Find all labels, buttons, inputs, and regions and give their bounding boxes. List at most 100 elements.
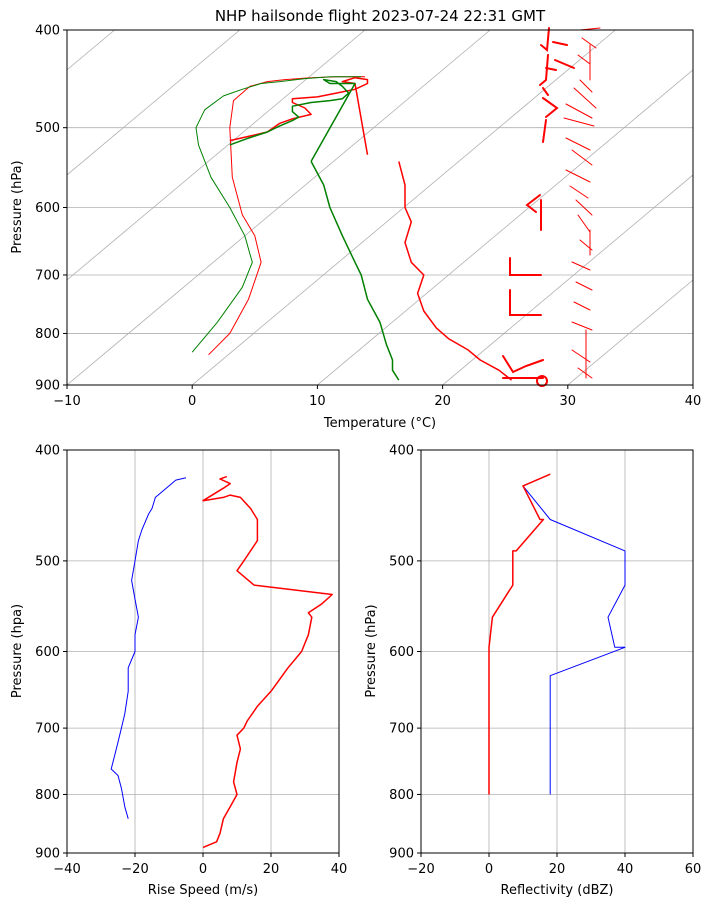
- wind-barb: [571, 261, 591, 271]
- x-tick-label: 60: [685, 862, 702, 877]
- rise-speed-ticks: 400 500 600 700 800 900−40 −20 0 20 40: [35, 444, 347, 878]
- isotherm: [67, 30, 491, 385]
- wind-barb: [577, 367, 593, 379]
- y-tick-label: 600: [35, 201, 60, 216]
- wind-barb: [542, 87, 549, 96]
- y-tick-label: 900: [35, 379, 60, 394]
- series-line: [110, 477, 187, 819]
- wind-barb: [573, 301, 591, 311]
- wind-barb: [540, 27, 550, 52]
- series-line: [202, 475, 333, 849]
- skewt-ylabel: Pressure (hPa): [10, 160, 25, 253]
- wind-barb: [581, 37, 597, 49]
- series-line: [310, 161, 400, 381]
- wind-barb: [563, 117, 595, 127]
- series-line: [488, 473, 551, 795]
- skewt-ticks: 400 500 600 700 800 900−10 0 10 20 30 40: [35, 24, 701, 410]
- wind-barb: [579, 239, 593, 251]
- x-tick-label: 10: [309, 394, 326, 409]
- reflectivity-ylabel: Pressure (hPa): [364, 604, 379, 697]
- wind-barb: [542, 119, 547, 143]
- y-tick-label: 500: [35, 554, 60, 569]
- wind-barb: [579, 79, 593, 93]
- reflectivity-ticks: 400 500 600 700 800 900−20 0 20 40 60: [389, 444, 701, 878]
- series-line: [229, 76, 369, 155]
- isotherm: [692, 384, 693, 385]
- x-tick-label: 20: [434, 394, 451, 409]
- x-tick-label: 0: [485, 862, 493, 877]
- y-tick-label: 700: [35, 722, 60, 737]
- skewt-xlabel: Temperature (°C): [323, 416, 436, 431]
- wind-barb: [571, 321, 593, 331]
- wind-barb: [565, 137, 591, 151]
- wind-barb: [569, 185, 589, 199]
- series-line: [229, 78, 356, 162]
- series-line: [398, 161, 512, 381]
- wind-barb: [539, 54, 549, 86]
- wind-barbs: [502, 27, 601, 387]
- wind-barb: [552, 41, 568, 46]
- y-tick-label: 800: [35, 788, 60, 803]
- rise-speed-panel: 400 500 600 700 800 900−40 −20 0 20 40 Rise Speed…: [10, 444, 347, 899]
- wind-barb: [573, 87, 597, 109]
- rise-speed-series: [110, 475, 333, 849]
- x-tick-label: 40: [617, 862, 634, 877]
- x-tick-label: 40: [685, 394, 702, 409]
- reflectivity-grid: [420, 449, 694, 854]
- isotherm: [67, 30, 366, 281]
- isotherm: [67, 30, 241, 176]
- x-tick-label: 20: [549, 862, 566, 877]
- x-tick-label: −10: [53, 394, 80, 409]
- x-tick-label: −20: [407, 862, 434, 877]
- y-tick-label: 600: [389, 645, 414, 660]
- y-tick-label: 800: [35, 327, 60, 342]
- series-line: [191, 76, 362, 353]
- rise-speed-ylabel: Pressure (hpa): [10, 604, 25, 698]
- wind-barb: [571, 149, 593, 166]
- y-tick-label: 600: [35, 645, 60, 660]
- wind-barb: [577, 54, 591, 65]
- y-tick-label: 400: [35, 24, 60, 39]
- rise-speed-xlabel: Rise Speed (m/s): [148, 883, 258, 898]
- x-tick-label: 40: [331, 862, 348, 877]
- wind-barb: [571, 349, 591, 363]
- reflectivity-xlabel: Reflectivity (dBZ): [501, 883, 614, 898]
- x-tick-label: 0: [188, 394, 196, 409]
- wind-barb: [502, 355, 544, 374]
- x-tick-label: 30: [560, 394, 577, 409]
- series-line: [522, 473, 626, 795]
- reflectivity-panel: 400 500 600 700 800 900−20 0 20 40 60 Reflectivit…: [364, 444, 701, 899]
- y-tick-label: 500: [389, 554, 414, 569]
- wind-barb: [509, 289, 542, 316]
- rise-speed-grid: [66, 449, 340, 854]
- wind-barb: [575, 281, 593, 291]
- wind-barb: [525, 194, 541, 213]
- wind-barb: [554, 59, 575, 69]
- y-tick-label: 700: [35, 268, 60, 283]
- wind-barb: [542, 97, 559, 118]
- y-tick-label: 500: [35, 121, 60, 136]
- wind-barb: [575, 199, 593, 216]
- series-line: [208, 76, 365, 356]
- y-tick-label: 400: [35, 444, 60, 459]
- skewt-title: NHP hailsonde flight 2023-07-24 22:31 GM…: [215, 7, 546, 25]
- wind-barb: [565, 169, 591, 183]
- skewt-grid: [67, 29, 693, 386]
- x-tick-label: −40: [53, 862, 80, 877]
- wind-barb: [577, 214, 591, 233]
- skewt-series: [191, 76, 512, 381]
- isotherm: [442, 174, 693, 385]
- x-tick-label: −20: [121, 862, 148, 877]
- isotherm: [567, 279, 693, 385]
- y-tick-label: 900: [389, 847, 414, 862]
- x-tick-label: 0: [199, 862, 207, 877]
- y-tick-label: 800: [389, 788, 414, 803]
- y-tick-label: 400: [389, 444, 414, 459]
- skewt-panel: NHP hailsonde flight 2023-07-24 22:31 GM…: [10, 7, 701, 431]
- wind-barb: [545, 67, 557, 71]
- wind-barb: [565, 103, 593, 119]
- x-tick-label: 20: [263, 862, 280, 877]
- wind-barb: [509, 257, 542, 276]
- wind-calm-circle: [536, 375, 548, 387]
